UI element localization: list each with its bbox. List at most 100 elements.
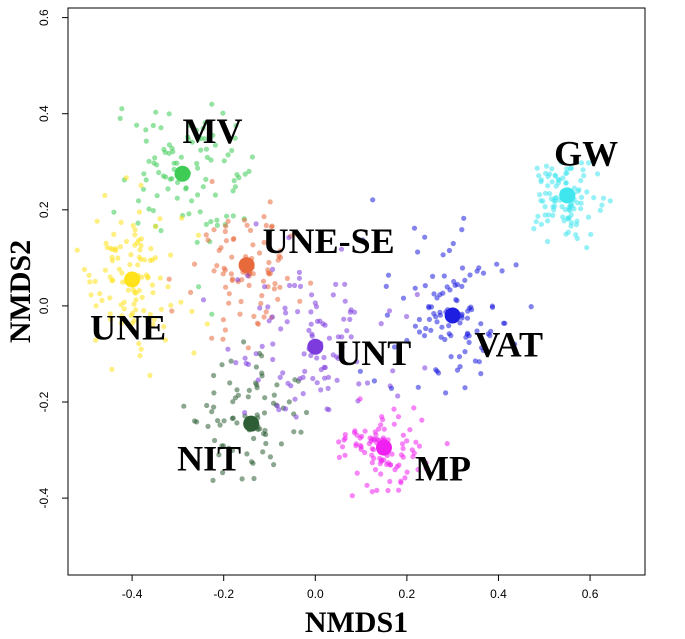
data-point-gw — [588, 231, 594, 237]
data-point-mp — [400, 454, 406, 460]
data-point-unt — [225, 346, 231, 352]
data-point-nit — [263, 440, 269, 447]
x-tick-label: 0.6 — [582, 587, 599, 601]
data-point-gw — [549, 166, 555, 172]
data-point-nit — [229, 415, 235, 421]
data-point-nit — [251, 435, 257, 442]
data-point-mp — [368, 438, 374, 444]
data-point-une — [141, 308, 147, 314]
data-point-mp — [385, 460, 391, 466]
data-point-une — [149, 257, 156, 263]
data-point-unt — [348, 334, 354, 340]
data-point-une — [129, 310, 136, 316]
data-point-une — [141, 257, 147, 263]
data-point-mp — [396, 462, 402, 468]
data-point-unt — [200, 297, 207, 303]
x-tick-label: 0.0 — [307, 587, 324, 601]
data-point-mv — [224, 213, 230, 219]
data-point-une — [93, 303, 99, 309]
data-point-une — [127, 262, 133, 268]
data-point-unt — [314, 355, 320, 361]
data-point-une-se — [188, 289, 194, 295]
data-point-vat — [457, 320, 463, 326]
data-point-une-se — [230, 236, 236, 242]
data-point-mv — [169, 176, 175, 182]
data-point-mp — [399, 441, 406, 447]
data-point-une-se — [256, 250, 263, 256]
data-point-gw — [533, 219, 539, 225]
data-point-gw — [578, 194, 585, 200]
data-point-mv — [194, 127, 200, 133]
data-point-unt — [269, 314, 275, 320]
data-point-mv — [200, 184, 206, 190]
y-axis: -0.4 -0.2 0.0 0.2 0.4 0.6 — [37, 9, 68, 508]
data-point-mp — [391, 421, 397, 427]
data-point-nit — [235, 392, 241, 398]
data-point-nit — [210, 477, 216, 483]
data-point-gw — [563, 170, 569, 177]
data-point-nit — [181, 403, 187, 409]
data-point-mp — [374, 487, 380, 493]
data-point-une-se — [222, 228, 228, 235]
data-point-unt — [314, 380, 320, 386]
data-point-une — [74, 247, 80, 253]
data-point-mv — [153, 109, 159, 115]
data-point-unt — [242, 410, 248, 416]
data-point-mv — [111, 209, 117, 215]
data-point-gw — [531, 226, 537, 232]
data-point-nit — [239, 476, 245, 482]
data-point-une-se — [246, 282, 252, 288]
centroid-mp — [375, 439, 392, 456]
data-point-unt — [322, 364, 328, 371]
data-point-nit — [219, 362, 225, 368]
data-point-gw — [547, 191, 553, 197]
data-point-une-se — [276, 253, 282, 259]
data-point-une — [148, 246, 154, 252]
data-point-vat — [370, 197, 376, 203]
data-point-unt — [259, 343, 265, 349]
data-point-mv — [156, 169, 162, 176]
data-point-une — [161, 324, 167, 330]
data-point-mv — [232, 135, 238, 141]
data-point-mv — [189, 139, 195, 145]
data-point-une-se — [284, 275, 290, 281]
data-point-une — [137, 247, 143, 253]
data-point-une — [150, 321, 156, 327]
data-point-unt — [292, 282, 298, 289]
data-point-gw — [581, 173, 587, 179]
data-point-une — [123, 175, 129, 181]
data-point-une — [149, 282, 155, 288]
data-point-une-se — [261, 314, 267, 320]
data-point-vat — [442, 336, 448, 343]
data-point-mp — [407, 427, 413, 433]
data-point-mp — [342, 452, 348, 458]
data-point-nit — [267, 454, 273, 460]
data-point-une — [179, 215, 185, 221]
data-point-une — [125, 287, 131, 293]
data-point-gw — [545, 173, 551, 180]
data-point-vat — [489, 304, 496, 310]
data-point-mp — [385, 487, 391, 494]
data-point-une-se — [259, 293, 265, 299]
data-point-mv — [242, 171, 248, 177]
data-point-une — [99, 297, 105, 303]
data-point-une — [136, 254, 142, 260]
data-point-unt — [325, 385, 331, 391]
data-point-unt — [326, 335, 332, 341]
data-point-vat — [467, 272, 473, 278]
data-point-unt — [242, 355, 248, 361]
data-point-mp — [364, 482, 370, 488]
data-point-gw — [571, 185, 578, 191]
data-point-une-se — [277, 248, 283, 254]
data-point-nit — [298, 429, 304, 435]
data-point-unt — [296, 275, 302, 281]
data-point-vat — [488, 328, 494, 334]
data-point-mv — [203, 176, 209, 182]
data-point-gw — [600, 195, 607, 201]
data-point-nit — [194, 419, 200, 425]
data-point-une-se — [220, 317, 226, 323]
data-point-mv — [231, 178, 237, 184]
data-point-vat — [383, 283, 389, 289]
data-point-vat — [463, 334, 469, 340]
data-point-nit — [263, 431, 269, 438]
